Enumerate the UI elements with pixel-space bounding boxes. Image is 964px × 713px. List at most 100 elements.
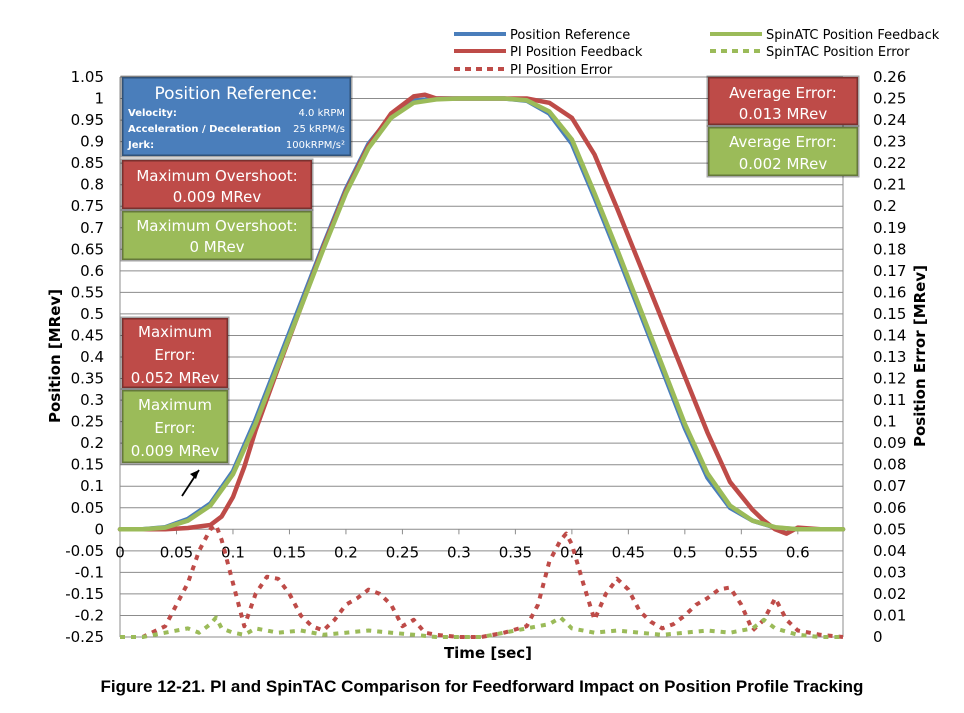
x-tick-label: 0.15 bbox=[273, 543, 306, 561]
pointer-arrow bbox=[181, 469, 200, 497]
y-right-tick-label: 0.26 bbox=[873, 68, 906, 86]
y-left-tick-label: 0.5 bbox=[80, 305, 104, 323]
annotation-text: 0.002 MRev bbox=[739, 155, 828, 173]
annotation-text: Acceleration / Deceleration bbox=[128, 124, 281, 135]
y-left-tick-label: 0.6 bbox=[80, 262, 104, 280]
x-tick-labels: 0 0.05 0.1 0.15 0.2 0.25 0.3 0.35 0.4 0.45 0.5 0.55… bbox=[115, 543, 810, 561]
y-right-tick-label: 0.19 bbox=[873, 219, 906, 237]
y-left-tick-label: 0.1 bbox=[80, 477, 104, 495]
y-right-tick-label: 0.09 bbox=[873, 434, 906, 452]
y-right-tick-label: 0.07 bbox=[873, 477, 906, 495]
y-left-tick-label: 0.35 bbox=[71, 370, 104, 388]
y-right-tick-label: 0.14 bbox=[873, 326, 906, 344]
annotation-text: Position Reference: bbox=[155, 84, 318, 104]
x-tick-label: 0 bbox=[115, 543, 125, 561]
y-right-tick-label: 0.24 bbox=[873, 111, 906, 129]
x-tick-label: 0.25 bbox=[386, 543, 419, 561]
pi-average-error-box bbox=[706, 75, 860, 127]
y-left-tick-label: 0 bbox=[94, 520, 104, 538]
y-left-tick-label: -0.15 bbox=[65, 585, 104, 603]
spintac-max-error-box bbox=[120, 388, 230, 465]
series-line-spinatc-position-feedback bbox=[117, 96, 846, 532]
spintac-average-error-box bbox=[706, 125, 860, 178]
legend-label: SpinATC Position Feedback bbox=[766, 28, 940, 43]
y-left-tick-label: 0.45 bbox=[71, 326, 104, 344]
position-reference-box bbox=[120, 75, 353, 158]
y-right-tick-label: 0.03 bbox=[873, 563, 906, 581]
y-right-tick-label: 0.02 bbox=[873, 585, 906, 603]
y-left-tick-label: 0.15 bbox=[71, 456, 104, 474]
y-left-tick-label: -0.05 bbox=[65, 542, 104, 560]
y-left-tick-labels: -0.25 -0.2 -0.15 -0.1 -0.05 0 0.05 0.1 0.15 0.2 0.… bbox=[65, 68, 104, 646]
x-axis-title: Time [sec] bbox=[444, 644, 532, 662]
legend-label: PI Position Feedback bbox=[510, 45, 643, 60]
y-right-tick-label: 0.18 bbox=[873, 240, 906, 258]
x-tick-label: 0.2 bbox=[334, 543, 358, 561]
annotation-text: Average Error: bbox=[729, 84, 837, 102]
x-tick-label: 0.3 bbox=[447, 543, 471, 561]
y-right-tick-label: 0.08 bbox=[873, 456, 906, 474]
y-right-tick-label: 0.17 bbox=[873, 262, 906, 280]
x-tick-label: 0.35 bbox=[499, 543, 532, 561]
annotation-text: Maximum Overshoot: bbox=[136, 167, 297, 185]
y-right-tick-label: 0 bbox=[873, 628, 883, 646]
y-right-tick-label: 0.04 bbox=[873, 542, 906, 560]
spintac-max-overshoot-box bbox=[120, 209, 314, 262]
y-left-tick-label: 0.7 bbox=[80, 219, 104, 237]
annotation-text: 0 MRev bbox=[189, 238, 244, 256]
y-right-tick-label: 0.1 bbox=[873, 413, 897, 431]
series-line-pi-position-error bbox=[120, 523, 844, 639]
annotation-text: 100kRPM/s² bbox=[286, 140, 345, 151]
annotation-text: 25 kRPM/s bbox=[293, 124, 345, 135]
annotation-text: 0.009 MRev bbox=[173, 188, 262, 206]
y-right-tick-label: 0.12 bbox=[873, 370, 906, 388]
y-right-tick-labels: 0 0.01 0.02 0.03 0.04 0.05 0.06 0.07 0.08 0.09 0.1… bbox=[873, 68, 906, 646]
annotation-text: Maximum Overshoot: bbox=[136, 217, 297, 235]
y-left-tick-label: 0.9 bbox=[80, 133, 104, 151]
y-left-tick-label: -0.2 bbox=[75, 606, 104, 624]
y-right-tick-label: 0.01 bbox=[873, 606, 906, 624]
y-right-tick-label: 0.22 bbox=[873, 154, 906, 172]
y-left-tick-label: 0.2 bbox=[80, 434, 104, 452]
x-tick-label: 0.45 bbox=[612, 543, 645, 561]
x-tick-label: 0.5 bbox=[673, 543, 697, 561]
legend-label: SpinTAC Position Error bbox=[766, 45, 910, 60]
x-tick-label: 0.4 bbox=[560, 543, 584, 561]
y-left-tick-label: 0.85 bbox=[71, 154, 104, 172]
annotation-text: Error: bbox=[154, 419, 195, 437]
legend: Position Reference PI Position Feedback PI… bbox=[454, 28, 940, 78]
y-left-axis-title: Position [MRev] bbox=[46, 289, 64, 423]
y-left-tick-label: 0.75 bbox=[71, 197, 104, 215]
x-tick-label: 0.6 bbox=[786, 543, 810, 561]
annotation-text: Velocity: bbox=[128, 108, 177, 119]
y-left-tick-label: -0.1 bbox=[75, 563, 104, 581]
annotation-text: 4.0 kRPM bbox=[299, 108, 345, 119]
x-tick-label: 0.1 bbox=[221, 543, 245, 561]
y-right-tick-label: 0.15 bbox=[873, 305, 906, 323]
y-right-tick-label: 0.25 bbox=[873, 90, 906, 108]
y-left-tick-label: 0.4 bbox=[80, 348, 104, 366]
annotation-text: Error: bbox=[154, 346, 195, 364]
series-line-spintac-position-error bbox=[120, 615, 843, 639]
y-right-tick-label: 0.05 bbox=[873, 520, 906, 538]
y-right-tick-label: 0.11 bbox=[873, 391, 906, 409]
y-right-axis-title: Position Error [MRev] bbox=[911, 265, 929, 447]
y-left-tick-label: 0.55 bbox=[71, 283, 104, 301]
y-right-tick-label: 0.06 bbox=[873, 499, 906, 517]
y-left-tick-label: 0.25 bbox=[71, 413, 104, 431]
legend-label: Position Reference bbox=[510, 28, 630, 43]
annotation-text: Maximum bbox=[138, 323, 212, 341]
annotation-text: 0.052 MRev bbox=[131, 369, 220, 387]
y-left-tick-label: 0.05 bbox=[71, 499, 104, 517]
series-lines bbox=[117, 92, 846, 639]
pi-max-overshoot-box bbox=[120, 158, 314, 211]
y-right-tick-label: 0.21 bbox=[873, 176, 906, 194]
y-right-tick-label: 0.2 bbox=[873, 197, 897, 215]
y-left-tick-label: 1 bbox=[94, 90, 104, 108]
y-right-tick-label: 0.13 bbox=[873, 348, 906, 366]
y-right-tick-label: 0.23 bbox=[873, 133, 906, 151]
annotation-boxes: Position Reference: Velocity: 4.0 kRPM Acce… bbox=[120, 75, 860, 465]
figure-caption: Figure 12-21. PI and SpinTAC Comparison … bbox=[100, 677, 864, 696]
annotation-text: Average Error: bbox=[729, 133, 837, 151]
